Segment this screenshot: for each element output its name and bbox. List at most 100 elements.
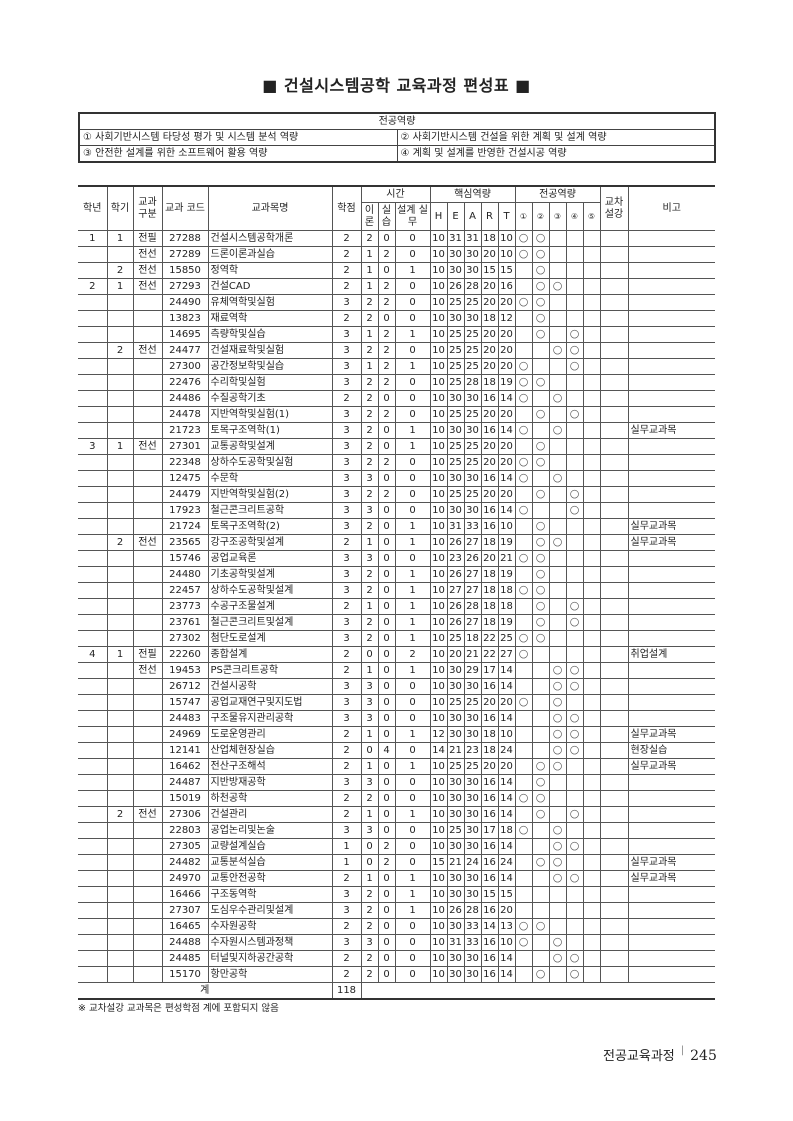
cell-semester: [106, 550, 134, 567]
cell-major-5: [582, 742, 601, 759]
table-row: 2 전선 27306 건설관리 2 1 0 1 10 30 30 16 14 ○ ○: [78, 806, 715, 823]
cell-cross: [599, 310, 629, 327]
cell-core-t: 19: [497, 566, 516, 583]
cell-cross: [599, 390, 629, 407]
footer-section: 전공교육과정: [603, 1049, 675, 1064]
cell-core-e: 30: [446, 678, 465, 695]
cell-major-4: [565, 566, 584, 583]
cell-major-2: ○: [531, 758, 550, 775]
table-row: 24486 수질공학기초 2 2 0 0 10 30 30 16 14 ○ ○: [78, 390, 715, 407]
cell-core-e: 27: [446, 582, 465, 599]
cell-grade: [78, 470, 108, 487]
cell-credit: 3: [331, 486, 362, 503]
cell-theory: 1: [360, 358, 379, 375]
cell-semester: [106, 662, 134, 679]
cell-theory: 0: [360, 742, 379, 759]
circle-mark-icon: ○: [535, 231, 546, 245]
competency-header: 전공역량: [78, 112, 716, 130]
cell-core-e: 30: [446, 838, 465, 855]
cell-major-3: ○: [548, 534, 567, 551]
cell-grade: [78, 374, 108, 391]
page-footer: 전공교육과정 | 245: [603, 1045, 717, 1064]
cell-core-a: 21: [463, 646, 482, 663]
cell-type: [132, 742, 163, 759]
cell-core-a: 25: [463, 342, 482, 359]
cell-major-4: [565, 854, 584, 871]
cell-major-4: [565, 646, 584, 663]
competency-item: ③ 안전한 설계를 위한 소프트웨어 활용 역량: [78, 145, 398, 163]
cell-core-r: 16: [480, 966, 499, 983]
cell-design: 0: [394, 550, 431, 567]
cell-theory: 2: [360, 406, 379, 423]
cell-design: 1: [394, 614, 431, 631]
cell-semester: [106, 678, 134, 695]
cell-credit: 3: [331, 902, 362, 919]
cell-major-2: ○: [531, 566, 550, 583]
cell-design: 0: [394, 934, 431, 951]
cell-code: 21723: [161, 422, 209, 439]
cell-theory: 3: [360, 678, 379, 695]
cell-major-2: [531, 678, 550, 695]
cell-credit: 3: [331, 406, 362, 423]
circle-mark-icon: ○: [535, 551, 546, 565]
cell-grade: [78, 598, 108, 615]
cell-core-e: 30: [446, 966, 465, 983]
cell-core-e: 25: [446, 342, 465, 359]
cell-core-h: 10: [429, 598, 448, 615]
cell-course-name: 수자원시스템과정책: [207, 934, 333, 951]
cell-semester: [106, 838, 134, 855]
cell-theory: 2: [360, 294, 379, 311]
footnote: ※ 교차설강 교과목은 편성학점 계에 포함되지 않음: [78, 1003, 279, 1014]
cell-core-a: 33: [463, 918, 482, 935]
cell-major-3: ○: [548, 838, 567, 855]
cell-major-4: ○: [565, 710, 584, 727]
cell-design: 0: [394, 854, 431, 871]
cell-remark: [627, 406, 715, 423]
cell-core-e: 31: [446, 230, 465, 247]
cell-course-name: 건설재료학및실험: [207, 342, 333, 359]
circle-mark-icon: ○: [535, 631, 546, 645]
cell-major-4: [565, 438, 584, 455]
cell-core-a: 25: [463, 406, 482, 423]
table-row: 23761 철근콘크리트및설계 3 2 0 1 10 26 27 18 19 ○ ○: [78, 614, 715, 631]
cell-remark: [627, 294, 715, 311]
cell-course-name: 구조동역학: [207, 886, 333, 903]
cell-type: [132, 678, 163, 695]
cell-practice: 0: [377, 950, 396, 967]
cell-cross: [599, 934, 629, 951]
table-row: 27300 공간정보학및실습 3 1 2 1 10 25 25 20 20 ○ ○: [78, 358, 715, 375]
cell-major-2: [531, 646, 550, 663]
cell-course-name: 교량설계실습: [207, 838, 333, 855]
cell-core-t: 20: [497, 694, 516, 711]
cell-course-name: 도심우수관리및설계: [207, 902, 333, 919]
cell-code: 21724: [161, 518, 209, 535]
cell-remark: [627, 950, 715, 967]
cell-core-t: 27: [497, 646, 516, 663]
competency-table: 전공역량 ① 사회기반시스템 타당성 평가 및 시스템 분석 역량 ② 사회기반시…: [78, 112, 716, 163]
cell-major-3: [548, 502, 567, 519]
cell-course-name: 유체역학및실험: [207, 294, 333, 311]
cell-core-h: 10: [429, 838, 448, 855]
cell-core-a: 27: [463, 534, 482, 551]
cell-code: 27306: [161, 806, 209, 823]
cell-practice: 0: [377, 598, 396, 615]
cell-cross: [599, 646, 629, 663]
cell-credit: 2: [331, 758, 362, 775]
cell-semester: [106, 742, 134, 759]
cell-major-3: [548, 406, 567, 423]
cell-course-name: 구조물유지관리공학: [207, 710, 333, 727]
cell-major-3: [548, 806, 567, 823]
cell-credit: 3: [331, 822, 362, 839]
table-row: 17923 철근콘크리트공학 3 3 0 0 10 30 30 16 14 ○ ○: [78, 502, 715, 519]
cell-core-a: 28: [463, 598, 482, 615]
cell-core-h: 10: [429, 390, 448, 407]
cell-theory: 0: [360, 854, 379, 871]
table-row: 16462 전산구조해석 2 1 0 1 10 25 25 20 20 ○ ○ 실무교과목: [78, 758, 715, 775]
cell-major-3: [548, 966, 567, 983]
cell-major-4: [565, 278, 584, 295]
cell-core-r: 16: [480, 774, 499, 791]
cell-major-3: ○: [548, 854, 567, 871]
cell-major-5: [582, 854, 601, 871]
cell-major-1: [514, 518, 533, 535]
